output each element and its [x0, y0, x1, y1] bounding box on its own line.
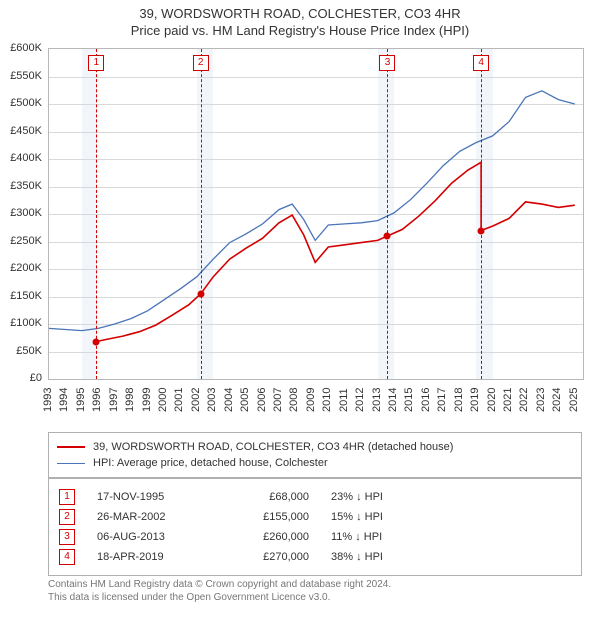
sale-marker-box: 4 — [473, 55, 489, 71]
sale-marker-box: 2 — [193, 55, 209, 71]
x-tick-label: 2005 — [239, 388, 251, 412]
y-tick-label: £300K — [10, 207, 42, 219]
y-tick-label: £250K — [10, 235, 42, 247]
footer-line-2: This data is licensed under the Open Gov… — [48, 591, 582, 604]
sale-row-marker: 4 — [59, 549, 75, 565]
sale-dot — [384, 233, 391, 240]
sale-marker-box: 1 — [88, 55, 104, 71]
legend-item-property: 39, WORDSWORTH ROAD, COLCHESTER, CO3 4HR… — [57, 439, 573, 455]
sale-dot — [197, 290, 204, 297]
chart-lines — [49, 49, 583, 379]
y-tick-label: £350K — [10, 180, 42, 192]
legend-swatch-hpi — [57, 463, 85, 464]
legend-box: 39, WORDSWORTH ROAD, COLCHESTER, CO3 4HR… — [48, 432, 582, 478]
x-tick-label: 2008 — [288, 388, 300, 412]
x-tick-label: 1995 — [75, 388, 87, 412]
sale-row-marker: 2 — [59, 509, 75, 525]
footer-text: Contains HM Land Registry data © Crown c… — [48, 578, 582, 604]
title-subtitle: Price paid vs. HM Land Registry's House … — [0, 23, 600, 38]
y-tick-label: £100K — [10, 317, 42, 329]
x-tick-label: 2022 — [518, 388, 530, 412]
sale-dot — [93, 338, 100, 345]
sale-row-price: £260,000 — [229, 531, 309, 543]
x-tick-label: 2013 — [371, 388, 383, 412]
sale-dot — [478, 227, 485, 234]
sale-row-price: £270,000 — [229, 551, 309, 563]
sale-marker-box: 3 — [379, 55, 395, 71]
x-tick-label: 1993 — [42, 388, 54, 412]
sale-row: 2 26-MAR-2002 £155,000 15% ↓ HPI — [59, 507, 571, 527]
title-address: 39, WORDSWORTH ROAD, COLCHESTER, CO3 4HR — [0, 6, 600, 21]
footer-line-1: Contains HM Land Registry data © Crown c… — [48, 578, 582, 591]
x-tick-label: 2012 — [354, 388, 366, 412]
y-tick-label: £0 — [30, 372, 42, 384]
y-tick-label: £550K — [10, 70, 42, 82]
x-tick-label: 2002 — [190, 388, 202, 412]
sale-row-diff: 23% ↓ HPI — [331, 491, 431, 503]
sale-row-price: £68,000 — [229, 491, 309, 503]
sale-vline — [96, 49, 97, 379]
sale-row-marker: 1 — [59, 489, 75, 505]
x-tick-label: 2001 — [173, 388, 185, 412]
sale-row: 1 17-NOV-1995 £68,000 23% ↓ HPI — [59, 487, 571, 507]
x-tick-label: 2003 — [206, 388, 218, 412]
chart-container: 39, WORDSWORTH ROAD, COLCHESTER, CO3 4HR… — [0, 0, 600, 620]
sale-row: 3 06-AUG-2013 £260,000 11% ↓ HPI — [59, 527, 571, 547]
x-tick-label: 2014 — [387, 388, 399, 412]
x-tick-label: 2009 — [305, 388, 317, 412]
sale-vline — [481, 49, 482, 379]
x-tick-label: 2006 — [256, 388, 268, 412]
sale-row-date: 18-APR-2019 — [97, 551, 207, 563]
y-axis-labels: £0£50K£100K£150K£200K£250K£300K£350K£400… — [0, 48, 46, 378]
sale-row-price: £155,000 — [229, 511, 309, 523]
series-property — [96, 162, 575, 341]
x-tick-label: 2021 — [502, 388, 514, 412]
y-tick-label: £600K — [10, 42, 42, 54]
y-tick-label: £500K — [10, 97, 42, 109]
y-tick-label: £200K — [10, 262, 42, 274]
x-tick-label: 2019 — [469, 388, 481, 412]
x-tick-label: 2024 — [551, 388, 563, 412]
sales-box: 1 17-NOV-1995 £68,000 23% ↓ HPI 2 26-MAR-2002… — [48, 478, 582, 576]
sale-row-date: 26-MAR-2002 — [97, 511, 207, 523]
sale-row-diff: 11% ↓ HPI — [331, 531, 431, 543]
x-tick-label: 2011 — [338, 388, 350, 412]
x-tick-label: 1996 — [91, 388, 103, 412]
y-tick-label: £400K — [10, 152, 42, 164]
x-tick-label: 2004 — [223, 388, 235, 412]
x-tick-label: 2015 — [403, 388, 415, 412]
x-tick-label: 1999 — [141, 388, 153, 412]
sale-vline — [201, 49, 202, 379]
sale-row: 4 18-APR-2019 £270,000 38% ↓ HPI — [59, 547, 571, 567]
x-tick-label: 2020 — [486, 388, 498, 412]
x-tick-label: 1998 — [124, 388, 136, 412]
x-tick-label: 2007 — [272, 388, 284, 412]
sale-vline — [387, 49, 388, 379]
legend-swatch-property — [57, 446, 85, 448]
sale-row-marker: 3 — [59, 529, 75, 545]
x-tick-label: 2023 — [535, 388, 547, 412]
title-block: 39, WORDSWORTH ROAD, COLCHESTER, CO3 4HR… — [0, 0, 600, 38]
x-tick-label: 2025 — [568, 388, 580, 412]
sale-row-date: 17-NOV-1995 — [97, 491, 207, 503]
y-tick-label: £50K — [16, 345, 42, 357]
legend-label-property: 39, WORDSWORTH ROAD, COLCHESTER, CO3 4HR… — [93, 439, 453, 455]
x-tick-label: 1997 — [108, 388, 120, 412]
y-tick-label: £450K — [10, 125, 42, 137]
sale-row-diff: 38% ↓ HPI — [331, 551, 431, 563]
x-tick-label: 2000 — [157, 388, 169, 412]
x-tick-label: 2016 — [420, 388, 432, 412]
y-tick-label: £150K — [10, 290, 42, 302]
sale-row-date: 06-AUG-2013 — [97, 531, 207, 543]
legend-label-hpi: HPI: Average price, detached house, Colc… — [93, 455, 328, 471]
series-hpi — [49, 91, 575, 331]
x-tick-label: 1994 — [58, 388, 70, 412]
x-tick-label: 2017 — [436, 388, 448, 412]
x-axis-labels: 1993199419951996199719981999200020012002… — [48, 380, 582, 432]
legend-item-hpi: HPI: Average price, detached house, Colc… — [57, 455, 573, 471]
chart-plot-area: 1 2 3 4 — [48, 48, 584, 380]
x-tick-label: 2018 — [453, 388, 465, 412]
sale-row-diff: 15% ↓ HPI — [331, 511, 431, 523]
x-tick-label: 2010 — [321, 388, 333, 412]
